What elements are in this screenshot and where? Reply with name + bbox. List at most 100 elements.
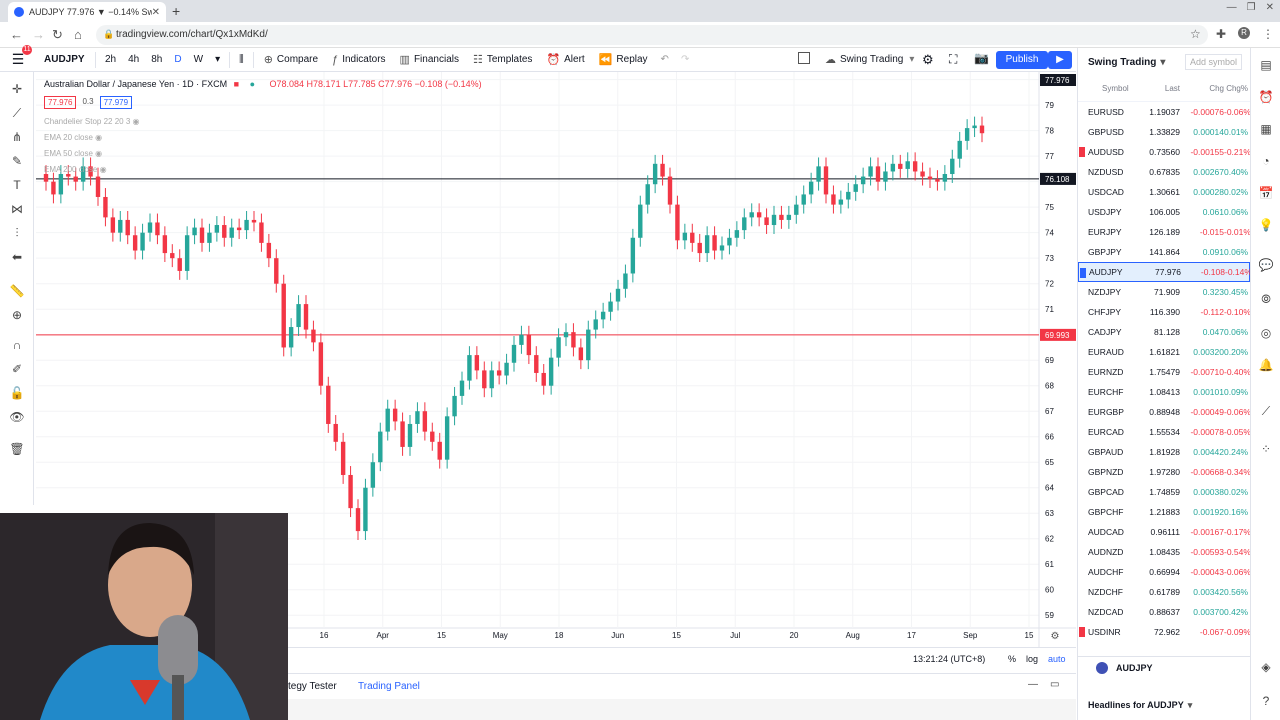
minimize-panel-icon[interactable]: — [1028, 679, 1038, 690]
candle-body[interactable] [957, 140, 962, 159]
zoom-in-icon[interactable]: ⊕ [11, 308, 23, 322]
log-scale-toggle[interactable]: log [1026, 654, 1039, 664]
candle-body[interactable] [110, 217, 116, 233]
candle-body[interactable] [719, 245, 725, 251]
tab-trading-panel[interactable]: Trading Panel [358, 681, 420, 692]
candle-body[interactable] [868, 166, 873, 177]
pattern-icon[interactable]: ⋈ [11, 202, 23, 216]
profile-avatar[interactable]: R [1238, 27, 1250, 39]
candle-body[interactable] [58, 174, 64, 195]
browser-tab[interactable]: AUDJPY 77.976 ▼ −0.14% Swing ✕ [8, 2, 166, 22]
candle-body[interactable] [192, 227, 197, 236]
symbol-details-header[interactable]: AUDJPY [1078, 656, 1251, 678]
candle-body[interactable] [749, 212, 754, 218]
candle-body[interactable] [935, 179, 940, 182]
candle-body[interactable] [459, 380, 465, 396]
settings-gear-icon[interactable]: ⚙ [922, 52, 934, 67]
col-chg-pct[interactable]: Chg% [1226, 84, 1248, 93]
ideas-icon[interactable]: 💡 [1258, 218, 1274, 232]
candle-body[interactable] [838, 199, 844, 205]
row-flag-marker[interactable] [1080, 268, 1086, 278]
candle-body[interactable] [534, 355, 539, 373]
watchlist-row[interactable]: NZDUSD 0.67835 0.00267 0.40% [1078, 162, 1250, 182]
watchlist-row[interactable]: GBPCAD 1.74859 0.00038 0.02% [1078, 482, 1250, 502]
candle-body[interactable] [340, 441, 346, 475]
alert-button[interactable]: ⏰ Alert [539, 53, 591, 66]
candle-body[interactable] [162, 235, 168, 254]
data-window-icon[interactable]: ▦ [1260, 122, 1272, 136]
minimize-icon[interactable]: — [1226, 2, 1237, 13]
candle-body[interactable] [474, 355, 480, 371]
candle-body[interactable] [571, 332, 576, 348]
candle-body[interactable] [400, 421, 405, 447]
watchlist-row[interactable]: NZDCAD 0.88637 0.00370 0.42% [1078, 602, 1250, 622]
browser-menu-icon[interactable]: ⋮ [1262, 27, 1274, 41]
ruler-icon[interactable]: 📏 [9, 284, 25, 298]
watchlist-row[interactable]: EURJPY 126.189 -0.015 -0.01% [1078, 222, 1251, 242]
candle-body[interactable] [326, 385, 331, 424]
close-window-icon[interactable]: ✕ [1265, 2, 1274, 13]
watchlist-row[interactable]: GBPCHF 1.21883 0.00192 0.16% [1078, 502, 1250, 522]
candle-body[interactable] [645, 184, 650, 205]
candle-body[interactable] [422, 411, 428, 432]
candle-body[interactable] [808, 181, 814, 195]
ask-price[interactable]: 77.979 [99, 96, 133, 109]
candle-body[interactable] [363, 487, 368, 532]
timeframe-dropdown-icon[interactable]: ▾ [215, 54, 221, 65]
candle-body[interactable] [860, 176, 866, 185]
stay-drawing-icon[interactable]: ✐ [11, 362, 23, 376]
clock-readout[interactable]: 13:21:24 (UTC+8) [913, 654, 986, 664]
candle-body[interactable] [675, 204, 680, 241]
candle-body[interactable] [660, 163, 665, 177]
candle-body[interactable] [407, 423, 413, 447]
candle-body[interactable] [615, 288, 621, 302]
lock-drawings-icon[interactable]: 🔓 [9, 386, 25, 400]
candle-body[interactable] [630, 237, 636, 274]
timeframe-8h[interactable]: 8h [151, 54, 163, 65]
candle-body[interactable] [274, 258, 279, 284]
watchlist-row[interactable]: GBPUSD 1.33829 0.00014 0.01% [1078, 122, 1250, 142]
add-symbol-button[interactable]: Add symbol [1184, 54, 1242, 70]
candle-body[interactable] [927, 176, 933, 180]
candle-body[interactable] [482, 370, 487, 389]
visibility-eye-icon[interactable]: ◉ [132, 117, 140, 126]
watchlist-row[interactable]: EURCAD 1.55534 -0.00078 -0.05% [1078, 422, 1251, 442]
row-flag-marker[interactable] [1079, 147, 1085, 157]
candle-body[interactable] [214, 225, 220, 233]
candle-body[interactable] [578, 347, 584, 361]
watchlist-row[interactable]: USDJPY 106.005 0.061 0.06% [1078, 202, 1250, 222]
reload-icon[interactable]: ↻ [52, 27, 63, 42]
price-chart[interactable]: 5960616263646566676869707172737475767778… [36, 72, 1076, 647]
candle-body[interactable] [623, 273, 628, 289]
candle-body[interactable] [125, 219, 130, 236]
calendar-icon[interactable]: 📅 [1258, 186, 1274, 200]
watchlist-row[interactable]: EURAUD 1.61821 0.00320 0.20% [1078, 342, 1250, 362]
candle-body[interactable] [734, 230, 740, 238]
fullscreen-icon[interactable]: ⛶ [949, 52, 958, 66]
bid-price[interactable]: 77.976 [44, 96, 77, 109]
candle-body[interactable] [875, 166, 881, 182]
watchlist-row[interactable]: NZDCHF 0.61789 0.00342 0.56% [1078, 582, 1250, 602]
pitchfork-icon[interactable]: ⋔ [11, 130, 23, 144]
watchlist-icon[interactable]: ▤ [1260, 58, 1272, 72]
watchlist-row[interactable]: AUDUSD 0.73560 -0.00155 -0.21% [1078, 142, 1251, 162]
candle-body[interactable] [742, 217, 747, 231]
layout-select-icon[interactable] [798, 52, 810, 64]
candle-body[interactable] [155, 222, 160, 236]
bookmark-star-icon[interactable]: ☆ [1190, 27, 1201, 41]
templates-button[interactable]: ☷ Templates [466, 53, 539, 66]
candle-body[interactable] [652, 163, 658, 185]
candle-body[interactable] [415, 411, 420, 424]
watchlist-title[interactable]: Swing Trading [1088, 56, 1157, 68]
timeframe-4h[interactable]: 4h [128, 54, 140, 65]
candle-body[interactable] [771, 214, 777, 226]
new-tab-icon[interactable]: + [172, 3, 181, 19]
candle-body[interactable] [831, 194, 836, 205]
candle-body[interactable] [88, 166, 93, 177]
timeframe-w[interactable]: W [193, 54, 204, 65]
watchlist-row[interactable]: EURCHF 1.08413 0.00101 0.09% [1078, 382, 1250, 402]
candle-body[interactable] [259, 222, 264, 243]
layout-name-button[interactable]: ☁ Swing Trading ▾ [818, 53, 921, 66]
watchlist-row[interactable]: AUDCAD 0.96111 -0.00167 -0.17% [1078, 522, 1251, 542]
trend-line-icon[interactable]: ⟋ [12, 106, 22, 120]
